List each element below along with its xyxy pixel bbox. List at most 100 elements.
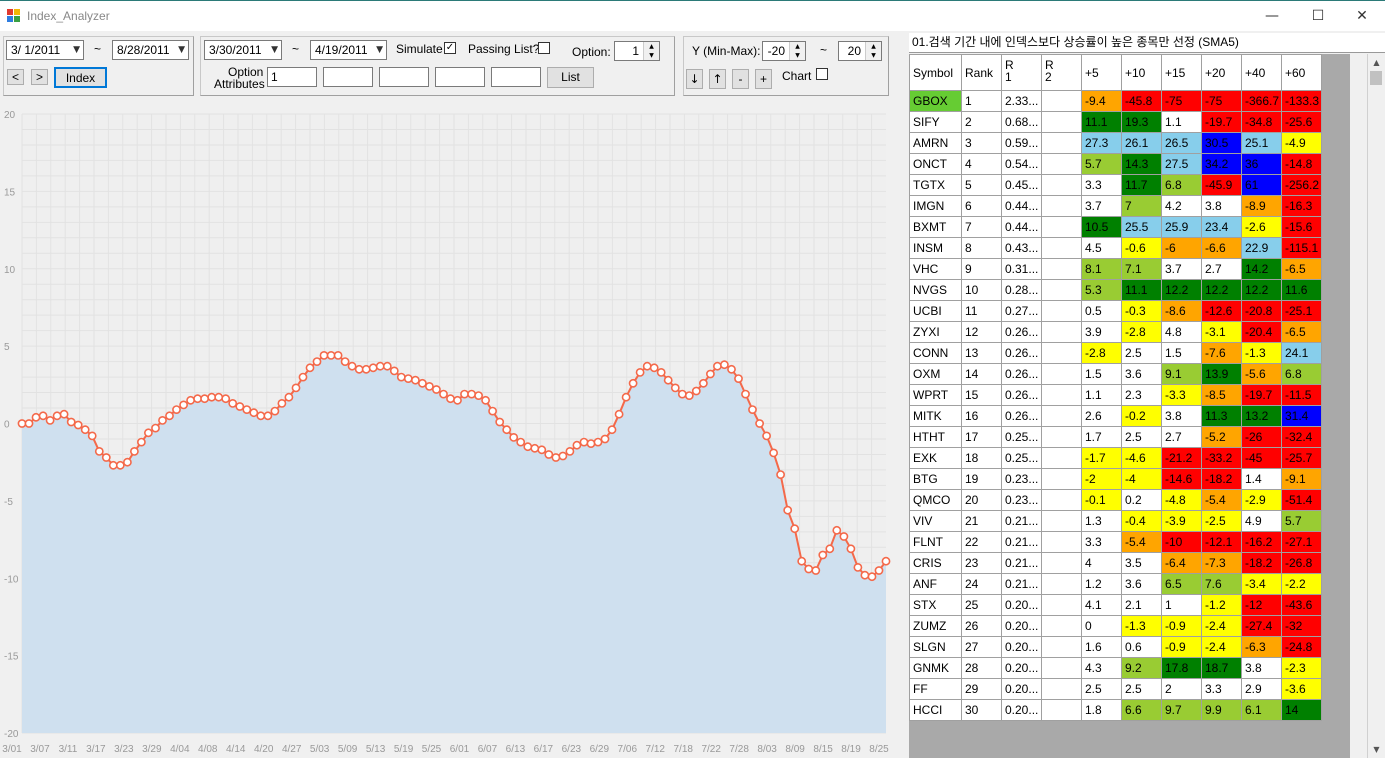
table-row[interactable]: ZUMZ 26 0.20... 0 -1.3 -0.9 -2.4 -27.4 -32 xyxy=(909,615,1322,637)
return-cell[interactable]: -0.9 xyxy=(1161,636,1202,658)
return-cell[interactable]: -6.5 xyxy=(1281,321,1322,343)
scroll-thumb[interactable] xyxy=(1370,71,1382,85)
symbol-cell[interactable]: INSM xyxy=(909,237,962,259)
r1-cell[interactable]: 0.44... xyxy=(1001,216,1042,238)
return-cell[interactable]: 1.4 xyxy=(1241,468,1282,490)
return-cell[interactable]: -25.7 xyxy=(1281,447,1322,469)
return-cell[interactable]: -18.2 xyxy=(1201,468,1242,490)
symbol-cell[interactable]: MITK xyxy=(909,405,962,427)
return-cell[interactable]: 25.5 xyxy=(1121,216,1162,238)
symbol-cell[interactable]: EXK xyxy=(909,447,962,469)
rank-cell[interactable]: 26 xyxy=(961,615,1002,637)
return-cell[interactable]: 7.6 xyxy=(1201,573,1242,595)
return-cell[interactable]: 2.5 xyxy=(1121,342,1162,364)
return-cell[interactable]: -1.3 xyxy=(1241,342,1282,364)
rank-cell[interactable]: 22 xyxy=(961,531,1002,553)
return-cell[interactable]: 11.1 xyxy=(1121,279,1162,301)
chart-checkbox[interactable] xyxy=(816,68,828,80)
return-cell[interactable]: -16.3 xyxy=(1281,195,1322,217)
return-cell[interactable]: -4.8 xyxy=(1161,489,1202,511)
column-header[interactable]: +15 xyxy=(1161,54,1202,91)
return-cell[interactable]: 14 xyxy=(1281,699,1322,721)
rank-cell[interactable]: 25 xyxy=(961,594,1002,616)
attribute-field-2[interactable] xyxy=(323,67,373,87)
return-cell[interactable]: -12 xyxy=(1241,594,1282,616)
r1-cell[interactable]: 0.23... xyxy=(1001,489,1042,511)
return-cell[interactable]: -1.3 xyxy=(1121,615,1162,637)
sim-start-date-picker[interactable]: 3/30/2011 ▼ xyxy=(204,40,282,60)
return-cell[interactable]: 25.9 xyxy=(1161,216,1202,238)
attribute-field-5[interactable] xyxy=(491,67,541,87)
return-cell[interactable]: -75 xyxy=(1161,90,1202,112)
return-cell[interactable]: -0.2 xyxy=(1121,405,1162,427)
r1-cell[interactable]: 0.28... xyxy=(1001,279,1042,301)
r1-cell[interactable]: 0.44... xyxy=(1001,195,1042,217)
return-cell[interactable]: 4.2 xyxy=(1161,195,1202,217)
simulate-checkbox[interactable]: ✓ xyxy=(444,42,456,54)
passing-list-checkbox[interactable] xyxy=(538,42,550,54)
r2-cell[interactable] xyxy=(1041,363,1082,385)
rank-cell[interactable]: 15 xyxy=(961,384,1002,406)
spin-up-icon[interactable]: ▲ xyxy=(865,42,881,51)
r1-cell[interactable]: 0.45... xyxy=(1001,174,1042,196)
return-cell[interactable]: -26.8 xyxy=(1281,552,1322,574)
table-row[interactable]: EXK 18 0.25... -1.7 -4.6 -21.2 -33.2 -45 -25.7 xyxy=(909,447,1322,469)
table-row[interactable]: WPRT 15 0.26... 1.1 2.3 -3.3 -8.5 -19.7 -11.5 xyxy=(909,384,1322,406)
return-cell[interactable]: 9.9 xyxy=(1201,699,1242,721)
return-cell[interactable]: 9.2 xyxy=(1121,657,1162,679)
prev-button[interactable]: < xyxy=(7,69,24,85)
return-cell[interactable]: 1.5 xyxy=(1161,342,1202,364)
return-cell[interactable]: -366.7 xyxy=(1241,90,1282,112)
symbol-cell[interactable]: FF xyxy=(909,678,962,700)
r1-cell[interactable]: 0.26... xyxy=(1001,384,1042,406)
column-header[interactable]: Symbol xyxy=(909,54,962,91)
rank-cell[interactable]: 23 xyxy=(961,552,1002,574)
r2-cell[interactable] xyxy=(1041,300,1082,322)
spin-down-icon[interactable]: ▼ xyxy=(789,51,805,60)
return-cell[interactable]: -5.4 xyxy=(1201,489,1242,511)
return-cell[interactable]: 3.8 xyxy=(1161,405,1202,427)
table-row[interactable]: CONN 13 0.26... -2.8 2.5 1.5 -7.6 -1.3 24.1 xyxy=(909,342,1322,364)
return-cell[interactable]: -51.4 xyxy=(1281,489,1322,511)
return-cell[interactable]: -5.4 xyxy=(1121,531,1162,553)
return-cell[interactable]: -8.6 xyxy=(1161,300,1202,322)
return-cell[interactable]: 1.6 xyxy=(1081,636,1122,658)
r2-cell[interactable] xyxy=(1041,195,1082,217)
return-cell[interactable]: 3.8 xyxy=(1241,657,1282,679)
r1-cell[interactable]: 0.31... xyxy=(1001,258,1042,280)
symbol-cell[interactable]: VIV xyxy=(909,510,962,532)
symbol-cell[interactable]: WPRT xyxy=(909,384,962,406)
attribute-field-3[interactable] xyxy=(379,67,429,87)
rank-cell[interactable]: 18 xyxy=(961,447,1002,469)
return-cell[interactable]: -3.1 xyxy=(1201,321,1242,343)
r1-cell[interactable]: 0.26... xyxy=(1001,363,1042,385)
return-cell[interactable]: -2.4 xyxy=(1201,636,1242,658)
return-cell[interactable]: 2 xyxy=(1161,678,1202,700)
return-cell[interactable]: -2.8 xyxy=(1081,342,1122,364)
next-button[interactable]: > xyxy=(31,69,48,85)
table-row[interactable]: GNMK 28 0.20... 4.3 9.2 17.8 18.7 3.8 -2.3 xyxy=(909,657,1322,679)
r2-cell[interactable] xyxy=(1041,132,1082,154)
return-cell[interactable]: 2.7 xyxy=(1201,258,1242,280)
r2-cell[interactable] xyxy=(1041,636,1082,658)
return-cell[interactable]: -3.4 xyxy=(1241,573,1282,595)
table-row[interactable]: HTHT 17 0.25... 1.7 2.5 2.7 -5.2 -26 -32.4 xyxy=(909,426,1322,448)
return-cell[interactable]: -32.4 xyxy=(1281,426,1322,448)
table-row[interactable]: GBOX 1 2.33... -9.4 -45.8 -75 -75 -366.7 -133.3 xyxy=(909,90,1322,112)
column-header[interactable]: R 1 xyxy=(1001,54,1042,91)
return-cell[interactable]: -34.8 xyxy=(1241,111,1282,133)
return-cell[interactable]: -6.6 xyxy=(1201,237,1242,259)
r2-cell[interactable] xyxy=(1041,279,1082,301)
return-cell[interactable]: 22.9 xyxy=(1241,237,1282,259)
return-cell[interactable]: 4 xyxy=(1081,552,1122,574)
return-cell[interactable]: 2.3 xyxy=(1121,384,1162,406)
return-cell[interactable]: -45.9 xyxy=(1201,174,1242,196)
r2-cell[interactable] xyxy=(1041,90,1082,112)
symbol-cell[interactable]: BXMT xyxy=(909,216,962,238)
return-cell[interactable]: -75 xyxy=(1201,90,1242,112)
return-cell[interactable]: 9.7 xyxy=(1161,699,1202,721)
return-cell[interactable]: 14.2 xyxy=(1241,258,1282,280)
return-cell[interactable]: -7.3 xyxy=(1201,552,1242,574)
rank-cell[interactable]: 28 xyxy=(961,657,1002,679)
return-cell[interactable]: 13.2 xyxy=(1241,405,1282,427)
